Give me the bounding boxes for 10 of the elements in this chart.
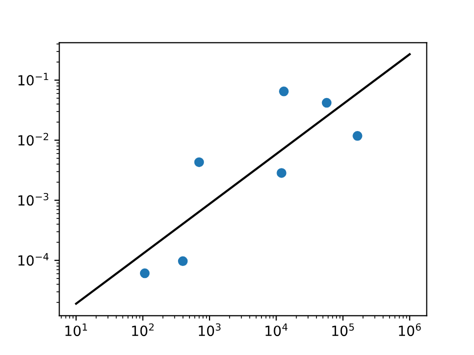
y-tick-label: 10$^{−1}$ — [18, 72, 48, 86]
x-tick-label: 10$^{2}$ — [132, 323, 154, 336]
x-tick-label: 10$^{3}$ — [198, 323, 221, 336]
x-tick-label: 10$^{1}$ — [65, 323, 87, 336]
x-tick-label: 10$^{6}$ — [398, 323, 421, 336]
x-tick-label: 10$^{5}$ — [332, 323, 354, 336]
y-tick-label: 10$^{−3}$ — [18, 192, 48, 206]
y-tick-label: 10$^{−4}$ — [18, 253, 49, 266]
y-tick-label: 10$^{−2}$ — [18, 132, 48, 146]
x-tick-label: 10$^{4}$ — [266, 323, 288, 336]
